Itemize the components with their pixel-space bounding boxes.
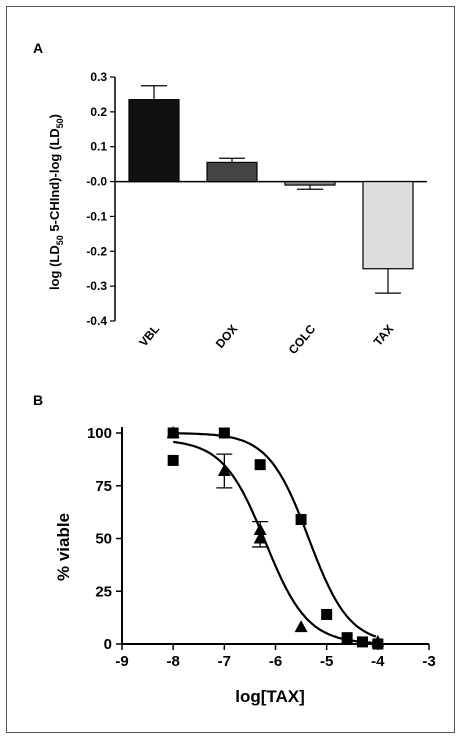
panel-b-square-marker <box>295 514 307 526</box>
panel-a-x-tick-label: VBL <box>136 322 162 349</box>
panel-b-chart: % viable log[TAX] -9 -8 -7 -6 -5 -4 -3 100 75 50 2… <box>54 425 436 706</box>
figure-svg: A B log (LD50 5-CHInd)-log (LD50) 0.30.2… <box>33 40 436 706</box>
panel-b-x-tick-label: -4 <box>371 653 385 670</box>
y-label-part: log (LD <box>47 245 62 290</box>
panel-b-y-tick-label: 100 <box>87 425 112 442</box>
panel-a-y-tick-label: -0.1 <box>86 209 107 223</box>
panel-b-triangle-marker <box>253 523 267 536</box>
panel-a-bar <box>284 180 336 186</box>
panel-b-x-tick-label: -6 <box>269 653 282 670</box>
panel-b-x-tick-label: -5 <box>320 653 333 670</box>
panel-b-triangle-marker <box>340 632 354 645</box>
panel-b-square-marker <box>218 427 230 439</box>
panel-a-y-tick-label: -0.3 <box>86 279 107 293</box>
panel-a-y-tick-label: 0.2 <box>90 105 107 119</box>
panel-b-square-marker <box>167 454 179 466</box>
y-label-subscript: 50 <box>55 118 65 128</box>
panel-b-triangle-marker <box>253 531 267 544</box>
panel-b-y-tick-label: 0 <box>104 636 112 653</box>
panel-b-x-tick-label: -3 <box>422 653 435 670</box>
panel-a-y-tick-label: -0.0 <box>86 175 107 189</box>
panel-b-triangle-marker <box>166 426 180 438</box>
y-label-part: 5-CHInd)-log (LD <box>47 128 62 235</box>
panel-b-triangle-marker <box>217 463 231 476</box>
panel-a-x-tick-label: TAX <box>371 322 397 349</box>
panel-a-bar <box>206 161 258 183</box>
panel-b-y-tick-label: 75 <box>95 478 112 495</box>
panel-a-bar <box>128 99 180 183</box>
panel-a-y-tick-label: -0.4 <box>86 314 107 328</box>
panel-b-triangle-marker <box>371 634 385 647</box>
panel-b-y-tick-label: 25 <box>95 583 112 600</box>
panel-b-x-tick-label: -7 <box>218 653 231 670</box>
panel-b-y-tick-label: 50 <box>95 531 112 548</box>
panel-b-fit-curve <box>173 432 377 638</box>
panel-b-x-tick-label: -9 <box>115 653 128 670</box>
panel-a-y-tick-label: -0.2 <box>86 244 107 258</box>
panel-a-y-tick-label: 0.3 <box>90 70 107 84</box>
panel-a-y-tick-label: 0.1 <box>90 140 107 154</box>
panel-a-y-axis-label: log (LD50 5-CHInd)-log (LD50) <box>47 114 65 290</box>
panel-b-fit-curve <box>173 440 376 644</box>
panel-b-x-axis-label: log[TAX] <box>235 687 305 706</box>
y-label-part: ) <box>47 114 62 118</box>
figure-frame: A B log (LD50 5-CHInd)-log (LD50) 0.3 0.2… <box>6 6 455 733</box>
y-label-subscript: 50 <box>55 235 65 245</box>
panel-b-triangle-marker <box>294 620 308 633</box>
panel-a-chart: log (LD50 5-CHInd)-log (LD50) 0.30.20.1-… <box>47 70 427 357</box>
panel-b-label: B <box>33 392 43 408</box>
panel-b-x-tick-label: -8 <box>166 653 179 670</box>
panel-a-label: A <box>33 40 43 56</box>
panel-a-bar <box>362 180 414 270</box>
panel-b-y-axis-label: % viable <box>54 513 73 581</box>
panel-b-square-marker <box>321 608 333 620</box>
panel-a-x-tick-label: COLC <box>286 322 319 357</box>
panel-a-x-tick-label: DOX <box>213 322 240 351</box>
panel-b-square-marker <box>254 459 266 471</box>
